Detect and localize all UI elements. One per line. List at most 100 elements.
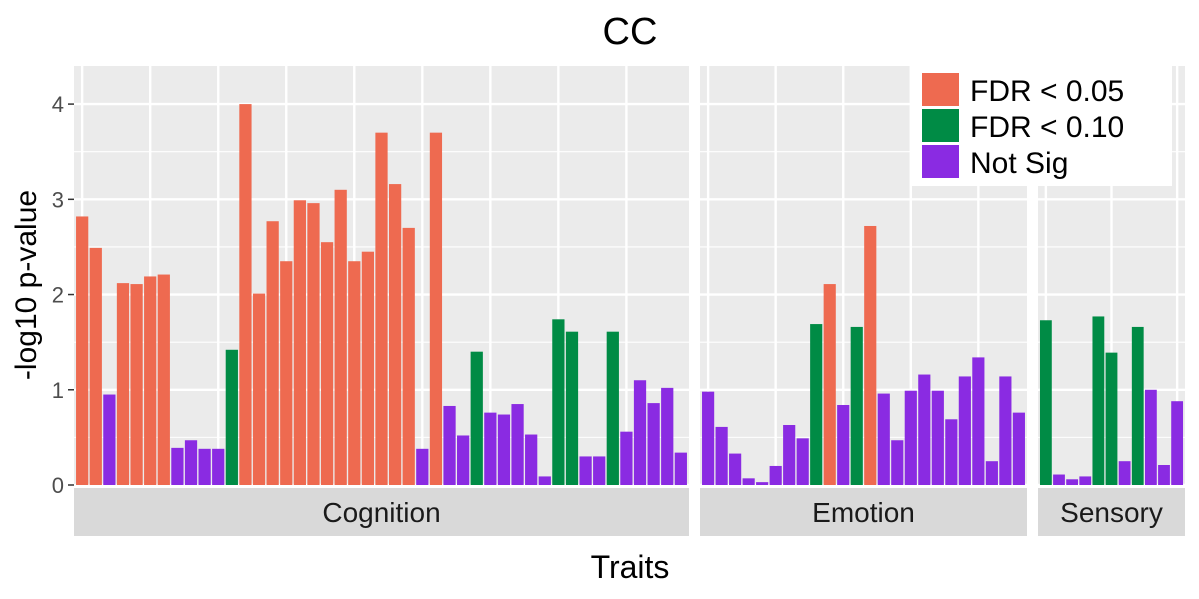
facet-strip-sensory: Sensory — [1038, 488, 1185, 536]
bar-emotion-1 — [702, 391, 715, 485]
facet-panel-cognition — [74, 66, 689, 487]
bar-sensory-7 — [1118, 461, 1131, 485]
bar-cognition-37 — [565, 331, 579, 485]
bar-sensory-5 — [1092, 316, 1105, 485]
facet-panels — [74, 66, 1185, 487]
facet-strip-cognition: Cognition — [74, 488, 689, 536]
bar-emotion-15 — [891, 440, 904, 485]
bar-cognition-33 — [511, 404, 524, 485]
y-tick-labels: 0 1 2 3 4 — [52, 92, 74, 498]
x-axis-title: Traits — [591, 549, 670, 585]
bar-cognition-7 — [157, 274, 170, 485]
bar-emotion-10 — [823, 284, 836, 485]
bar-cognition-3 — [103, 394, 116, 485]
bar-emotion-23 — [999, 376, 1012, 485]
bar-emotion-19 — [945, 419, 958, 485]
bar-cognition-38 — [579, 456, 592, 485]
bar-emotion-18 — [931, 390, 944, 485]
bar-cognition-27 — [429, 132, 443, 485]
facet-panel-emotion — [700, 66, 1027, 487]
bar-cognition-45 — [674, 452, 687, 485]
chart-title: CC — [603, 11, 658, 53]
bar-emotion-5 — [756, 482, 769, 485]
bar-cognition-15 — [266, 221, 279, 485]
bar-cognition-14 — [252, 293, 266, 485]
legend-label: FDR < 0.05 — [970, 75, 1124, 108]
bar-cognition-25 — [402, 227, 415, 486]
bar-cognition-5 — [130, 284, 143, 485]
bar-cognition-28 — [443, 405, 456, 485]
bar-cognition-17 — [293, 200, 306, 486]
legend-entry-ns: Not Sig — [922, 145, 1068, 180]
bar-cognition-19 — [320, 242, 334, 485]
bar-cognition-6 — [144, 276, 157, 485]
bar-cognition-35 — [538, 476, 551, 485]
bar-sensory-4 — [1079, 476, 1092, 485]
y-tick-label: 0 — [52, 473, 64, 498]
facet-label: Sensory — [1060, 497, 1163, 528]
strip-background — [74, 488, 689, 536]
bar-emotion-20 — [958, 376, 971, 485]
facet-strips: Cognition Emotion Sensory — [74, 488, 1185, 536]
bar-cognition-11 — [212, 448, 225, 485]
bar-cognition-41 — [620, 431, 633, 485]
bar-sensory-10 — [1158, 465, 1170, 485]
strip-background — [1038, 488, 1185, 536]
bar-cognition-29 — [457, 435, 470, 485]
bar-emotion-9 — [810, 324, 823, 485]
facet-label: Emotion — [812, 497, 915, 528]
bar-cognition-24 — [388, 184, 402, 485]
strip-background — [700, 488, 1027, 536]
bar-emotion-22 — [985, 461, 998, 485]
bar-cognition-8 — [171, 447, 184, 485]
bar-emotion-16 — [904, 390, 917, 485]
y-tick-label: 2 — [52, 283, 64, 308]
bar-cognition-39 — [593, 456, 606, 485]
y-tick-label: 4 — [52, 92, 64, 117]
bar-sensory-11 — [1171, 401, 1184, 485]
bar-cognition-9 — [184, 440, 198, 485]
bar-cognition-10 — [198, 448, 211, 485]
legend-entry-fdr05: FDR < 0.05 — [922, 73, 1124, 108]
bar-cognition-43 — [647, 403, 660, 485]
bar-cognition-18 — [307, 203, 320, 486]
bar-cognition-31 — [484, 412, 497, 485]
bar-cognition-20 — [334, 189, 347, 485]
bar-emotion-14 — [877, 393, 890, 485]
legend-swatch — [922, 109, 959, 142]
bar-emotion-4 — [742, 478, 755, 485]
bar-cognition-40 — [606, 331, 619, 485]
legend-swatch — [922, 73, 959, 106]
bar-sensory-9 — [1144, 389, 1157, 485]
bar-emotion-8 — [796, 438, 809, 485]
legend-label: FDR < 0.10 — [970, 111, 1124, 144]
bar-emotion-21 — [972, 357, 985, 485]
y-tick-label: 3 — [52, 187, 64, 212]
bar-cognition-12 — [225, 349, 238, 485]
bar-cognition-16 — [280, 261, 293, 485]
bar-cognition-13 — [239, 104, 252, 485]
legend-entry-fdr10: FDR < 0.10 — [922, 109, 1124, 144]
y-tick-label: 1 — [52, 378, 64, 403]
bar-sensory-3 — [1066, 479, 1079, 485]
bar-emotion-24 — [1012, 412, 1025, 485]
legend-swatch — [922, 145, 959, 178]
bar-emotion-11 — [837, 405, 850, 485]
bar-cognition-4 — [116, 283, 130, 485]
bar-emotion-2 — [715, 426, 728, 485]
facet-label: Cognition — [322, 497, 440, 528]
bar-cognition-22 — [361, 251, 375, 485]
y-axis-title: -log10 p-value — [10, 190, 43, 380]
facet-strip-emotion: Emotion — [700, 488, 1027, 536]
bar-cognition-1 — [76, 216, 89, 485]
bar-emotion-7 — [783, 425, 796, 485]
bar-cognition-30 — [470, 351, 483, 485]
bar-emotion-17 — [918, 374, 931, 485]
bar-sensory-1 — [1039, 320, 1052, 485]
bar-cognition-34 — [525, 434, 538, 485]
bar-sensory-2 — [1053, 474, 1065, 485]
bar-cognition-42 — [633, 380, 647, 485]
bar-emotion-13 — [864, 225, 877, 485]
